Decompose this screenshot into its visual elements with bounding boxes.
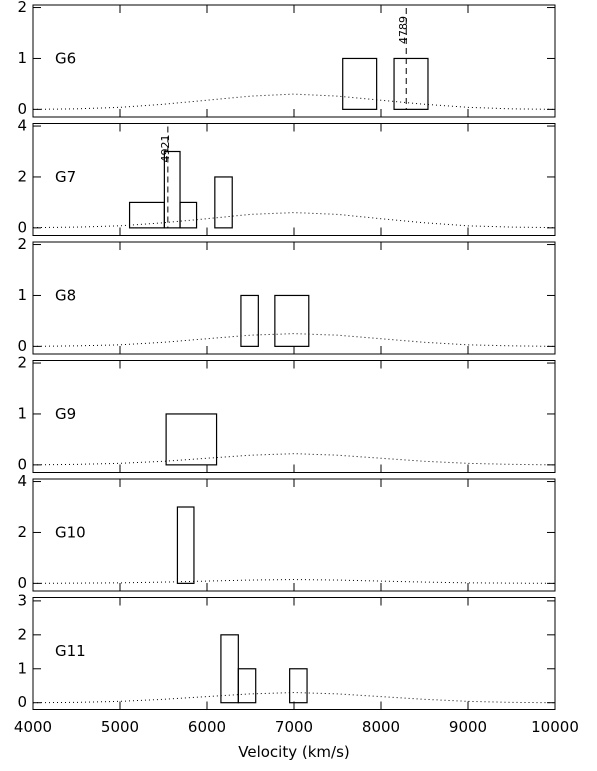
x-tick-label: 10000 <box>531 718 579 736</box>
y-tick-label: 1 <box>17 286 27 304</box>
panel-title: G6 <box>55 50 76 68</box>
panel-title: G9 <box>55 405 76 423</box>
y-tick-label: 2 <box>17 0 27 16</box>
annotation-label: 4921 <box>159 135 172 163</box>
x-tick-label: 6000 <box>188 718 226 736</box>
panel-frame <box>32 478 556 592</box>
panel-title: G10 <box>55 524 86 542</box>
panel-title: G7 <box>55 168 76 186</box>
bar <box>163 150 181 229</box>
y-tick-label: 0 <box>17 100 27 118</box>
y-tick-label: 2 <box>17 354 27 372</box>
bar <box>179 201 198 229</box>
bar <box>240 294 259 347</box>
y-tick-label: 4 <box>17 117 27 135</box>
y-tick-label: 0 <box>17 455 27 473</box>
x-tick-label: 5000 <box>101 718 139 736</box>
y-tick-label: 1 <box>17 49 27 67</box>
y-tick-label: 1 <box>17 659 27 677</box>
bar <box>165 413 218 466</box>
y-tick-label: 0 <box>17 218 27 236</box>
model-curve <box>32 93 556 110</box>
annotation-label: 4789 <box>397 16 410 44</box>
y-tick-label: 2 <box>17 625 27 643</box>
panel-title: G8 <box>55 287 76 305</box>
bar <box>393 57 429 110</box>
bar <box>289 668 308 704</box>
model-curve <box>32 692 556 704</box>
x-tick-label: 8000 <box>362 718 400 736</box>
model-curve <box>32 212 556 229</box>
model-curve <box>32 579 556 584</box>
panel-frame <box>32 241 556 355</box>
bar <box>237 668 257 704</box>
bar <box>176 506 195 584</box>
panel-frame <box>32 4 556 118</box>
bar <box>220 634 239 704</box>
y-tick-label: 0 <box>17 574 27 592</box>
bar <box>128 201 165 229</box>
y-tick-label: 0 <box>17 337 27 355</box>
x-axis-label: Velocity (km/s) <box>238 743 349 761</box>
panel-title: G11 <box>55 642 86 660</box>
panel-frame <box>32 597 556 710</box>
y-tick-label: 1 <box>17 404 27 422</box>
y-tick-label: 2 <box>17 523 27 541</box>
panel-frame <box>32 360 556 473</box>
x-tick-label: 7000 <box>275 718 313 736</box>
bar <box>214 176 233 229</box>
bar <box>274 294 310 347</box>
model-curve <box>32 333 556 347</box>
x-tick-label: 9000 <box>449 718 487 736</box>
y-tick-label: 2 <box>17 235 27 253</box>
panel-frame <box>32 123 556 236</box>
bar <box>342 57 378 110</box>
y-tick-label: 3 <box>17 591 27 609</box>
model-curve <box>32 453 556 466</box>
y-tick-label: 0 <box>17 693 27 711</box>
x-tick-label: 4000 <box>14 718 52 736</box>
y-tick-label: 4 <box>17 472 27 490</box>
y-tick-label: 2 <box>17 167 27 185</box>
